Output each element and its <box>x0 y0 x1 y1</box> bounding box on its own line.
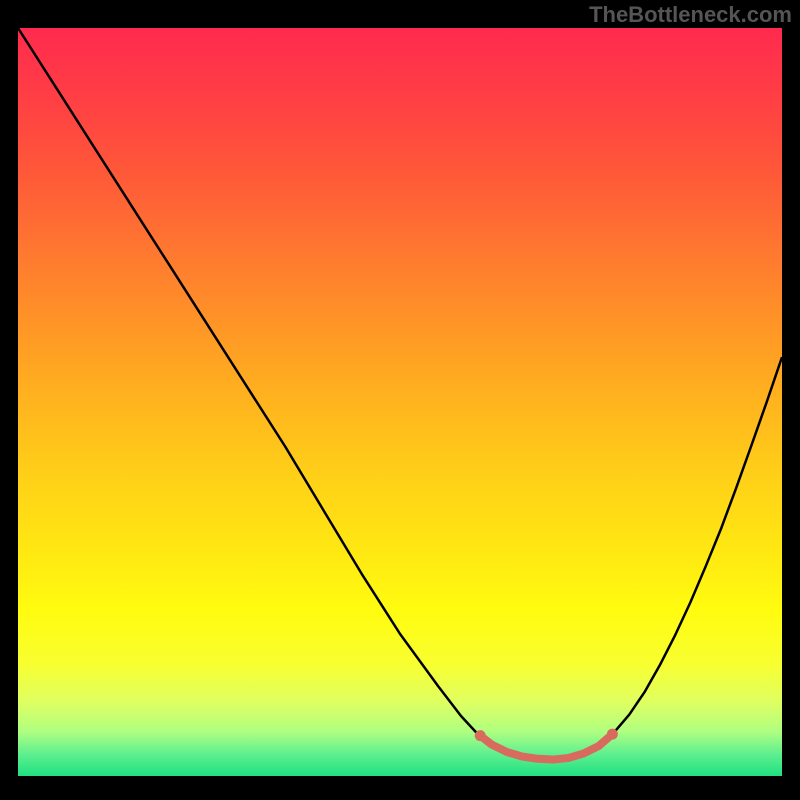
bottleneck-chart: TheBottleneck.com <box>0 0 800 800</box>
watermark-text: TheBottleneck.com <box>589 2 792 28</box>
chart-svg <box>0 0 800 800</box>
